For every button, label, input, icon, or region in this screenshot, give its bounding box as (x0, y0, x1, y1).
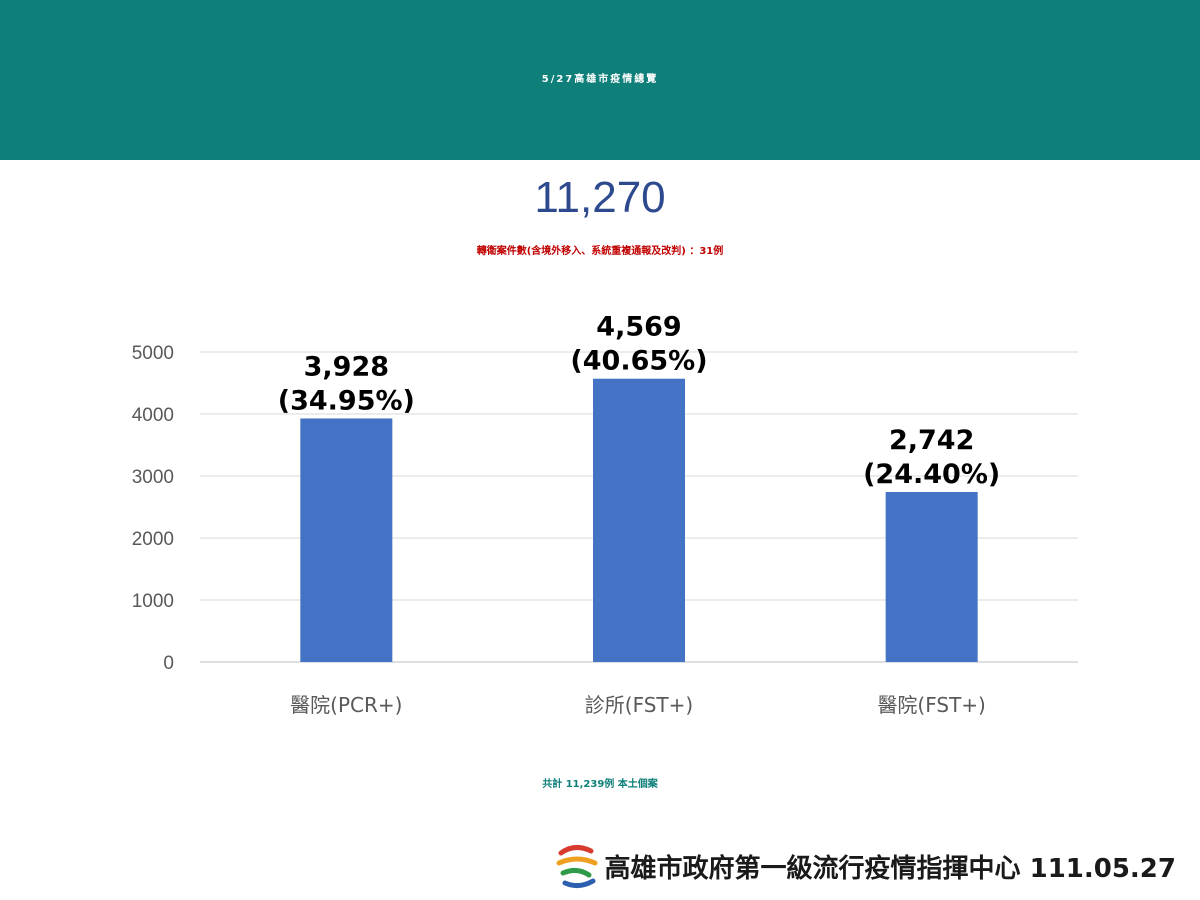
kaohsiung-city-logo-icon (556, 845, 598, 889)
footer-credit: 高雄市政府第一級流行疫情指揮中心 111.05.27 (555, 838, 1176, 894)
data-label-value: 3,928 (304, 351, 389, 382)
data-label-value: 2,742 (889, 425, 974, 456)
data-label-value: 4,569 (596, 312, 681, 343)
y-tick-label: 0 (163, 653, 174, 674)
y-tick-label: 5000 (132, 343, 174, 364)
bar (593, 378, 685, 662)
x-category-label: 醫院(PCR+) (290, 693, 402, 717)
x-category-label: 診所(FST+) (585, 693, 693, 717)
y-tick-label: 3000 (132, 467, 174, 488)
bar (300, 418, 393, 662)
y-tick-label: 1000 (132, 591, 174, 612)
data-labels: 3,928(34.95%) 4,569(40.65%) 2,742(24.40%) (278, 312, 1000, 490)
transfer-cases-note: 轉衛案件數(含境外移入、系統重複通報及改判) ：31例 (476, 246, 724, 257)
bar-series (300, 378, 978, 662)
page-title: 5/27高雄市疫情總覽 (541, 74, 659, 85)
total-reported-count: 11,270 (534, 173, 666, 222)
data-label-percent: (34.95%) (278, 385, 415, 416)
y-tick-label: 2000 (132, 529, 174, 550)
data-label-percent: (24.40%) (863, 459, 1000, 490)
y-axis: 0 1000 2000 3000 4000 5000 (132, 343, 174, 674)
x-category-label: 醫院(FST+) (877, 693, 985, 717)
title-banner: 5/27高雄市疫情總覽 (0, 0, 1200, 160)
y-tick-label: 4000 (132, 405, 174, 426)
bar-chart: 0 1000 2000 3000 4000 5000 3,928(34.95%) 4,569… (132, 312, 1078, 717)
grand-total-local-cases: 共計 11,239例 本土個案 (542, 779, 658, 790)
x-axis: 醫院(PCR+) 診所(FST+) 醫院(FST+) (290, 693, 986, 717)
bar (885, 491, 978, 662)
data-label-percent: (40.65%) (570, 346, 707, 377)
footer-org-date: 高雄市政府第一級流行疫情指揮中心 111.05.27 (604, 853, 1176, 884)
